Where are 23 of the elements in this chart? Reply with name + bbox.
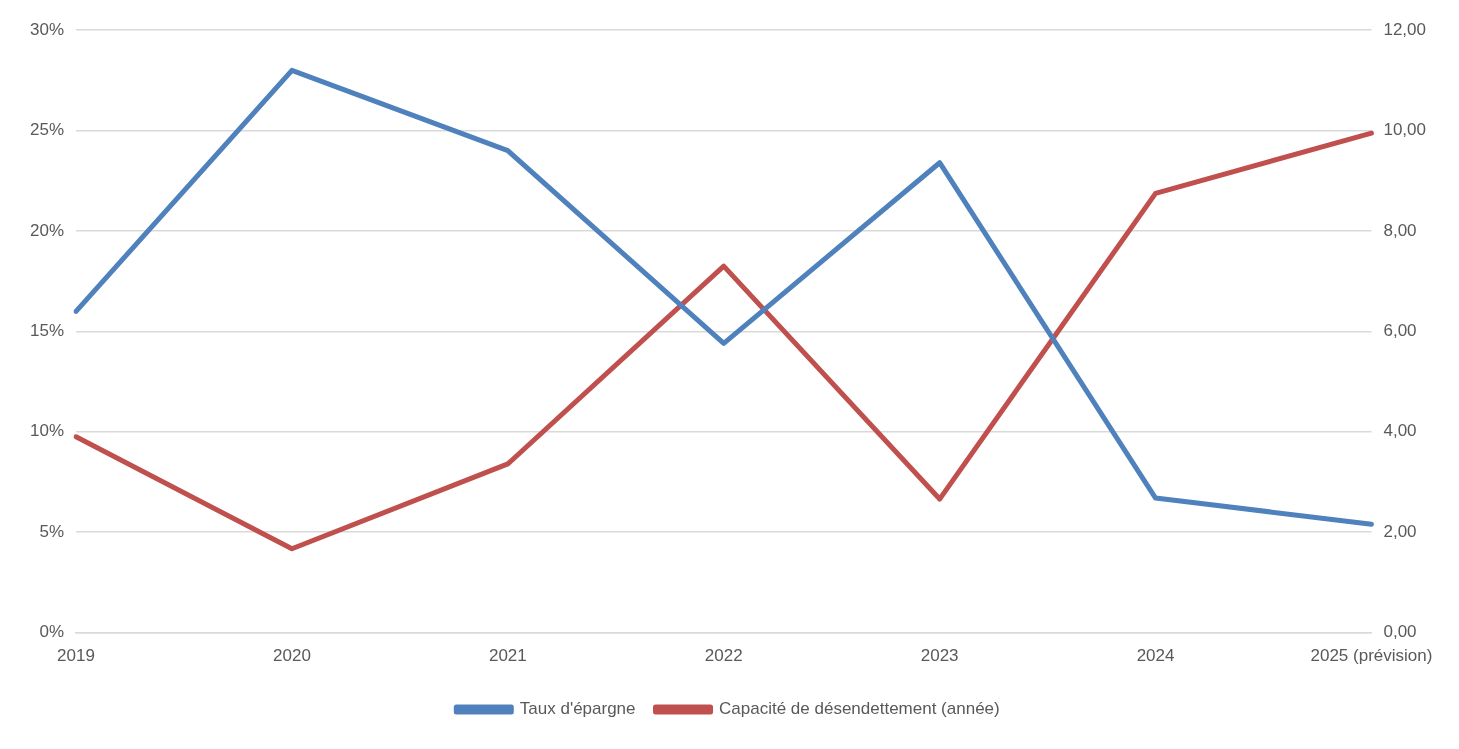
y2-tick-label: 6,00 <box>1383 321 1417 341</box>
y-tick-label: 25% <box>29 120 65 140</box>
y2-tick-label: 4,00 <box>1383 421 1417 441</box>
x-tick-label: 2021 <box>488 646 527 666</box>
y-tick-label: 5% <box>39 521 65 541</box>
y-tick-label: 0% <box>39 622 65 642</box>
legend-label: Capacité de désendettement (année) <box>719 699 1000 719</box>
x-tick-label: 2019 <box>57 646 95 666</box>
y-tick-label: 30% <box>29 19 65 39</box>
x-tick-label: 2020 <box>273 646 311 666</box>
x-tick-label: 2024 <box>1136 646 1175 666</box>
y2-tick-label: 8,00 <box>1383 220 1417 240</box>
y2-tick-label: 0,00 <box>1383 622 1417 642</box>
y-tick-label: 15% <box>29 321 65 341</box>
legend-label: Taux d'épargne <box>519 699 636 719</box>
x-tick-label: 2023 <box>920 646 959 666</box>
x-tick-label: 2025 (prévision) <box>1310 646 1433 666</box>
y-tick-label: 20% <box>29 220 65 240</box>
y2-tick-label: 2,00 <box>1383 521 1417 541</box>
y2-tick-label: 12,00 <box>1383 19 1427 39</box>
y-tick-label: 10% <box>29 421 65 441</box>
x-tick-label: 2022 <box>704 646 743 666</box>
y2-tick-label: 10,00 <box>1383 120 1427 140</box>
